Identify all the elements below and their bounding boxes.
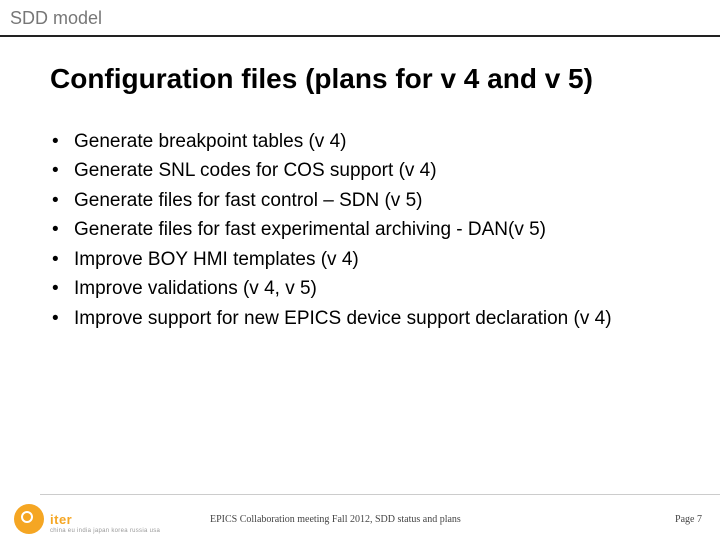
bullet-item: Improve validations (v 4, v 5) xyxy=(52,274,680,303)
bullet-item: Generate SNL codes for COS support (v 4) xyxy=(52,156,680,185)
title-block: Configuration files (plans for v 4 and v… xyxy=(0,37,720,95)
slide: SDD model Configuration files (plans for… xyxy=(0,0,720,540)
bullet-item: Generate files for fast control – SDN (v… xyxy=(52,186,680,215)
slide-title: Configuration files (plans for v 4 and v… xyxy=(50,63,680,95)
bullet-item: Generate files for fast experimental arc… xyxy=(52,215,680,244)
iter-logo-text: iter china eu india japan korea russia u… xyxy=(50,513,160,534)
bullet-item: Improve BOY HMI templates (v 4) xyxy=(52,245,680,274)
footer-divider xyxy=(40,494,720,495)
iter-logo: iter china eu india japan korea russia u… xyxy=(14,504,160,534)
bullet-item: Generate breakpoint tables (v 4) xyxy=(52,127,680,156)
section-label: SDD model xyxy=(10,8,710,29)
bullet-item: Improve support for new EPICS device sup… xyxy=(52,304,680,333)
slide-header: SDD model xyxy=(0,0,720,37)
bullet-list: Generate breakpoint tables (v 4) Generat… xyxy=(52,127,680,333)
iter-countries: china eu india japan korea russia usa xyxy=(50,528,160,534)
content-block: Generate breakpoint tables (v 4) Generat… xyxy=(0,95,720,540)
page-number: Page 7 xyxy=(675,514,702,525)
iter-logo-label: iter xyxy=(50,513,160,526)
slide-footer: iter china eu india japan korea russia u… xyxy=(0,494,720,540)
iter-logo-icon xyxy=(14,504,44,534)
footer-meeting-text: EPICS Collaboration meeting Fall 2012, S… xyxy=(210,514,461,525)
